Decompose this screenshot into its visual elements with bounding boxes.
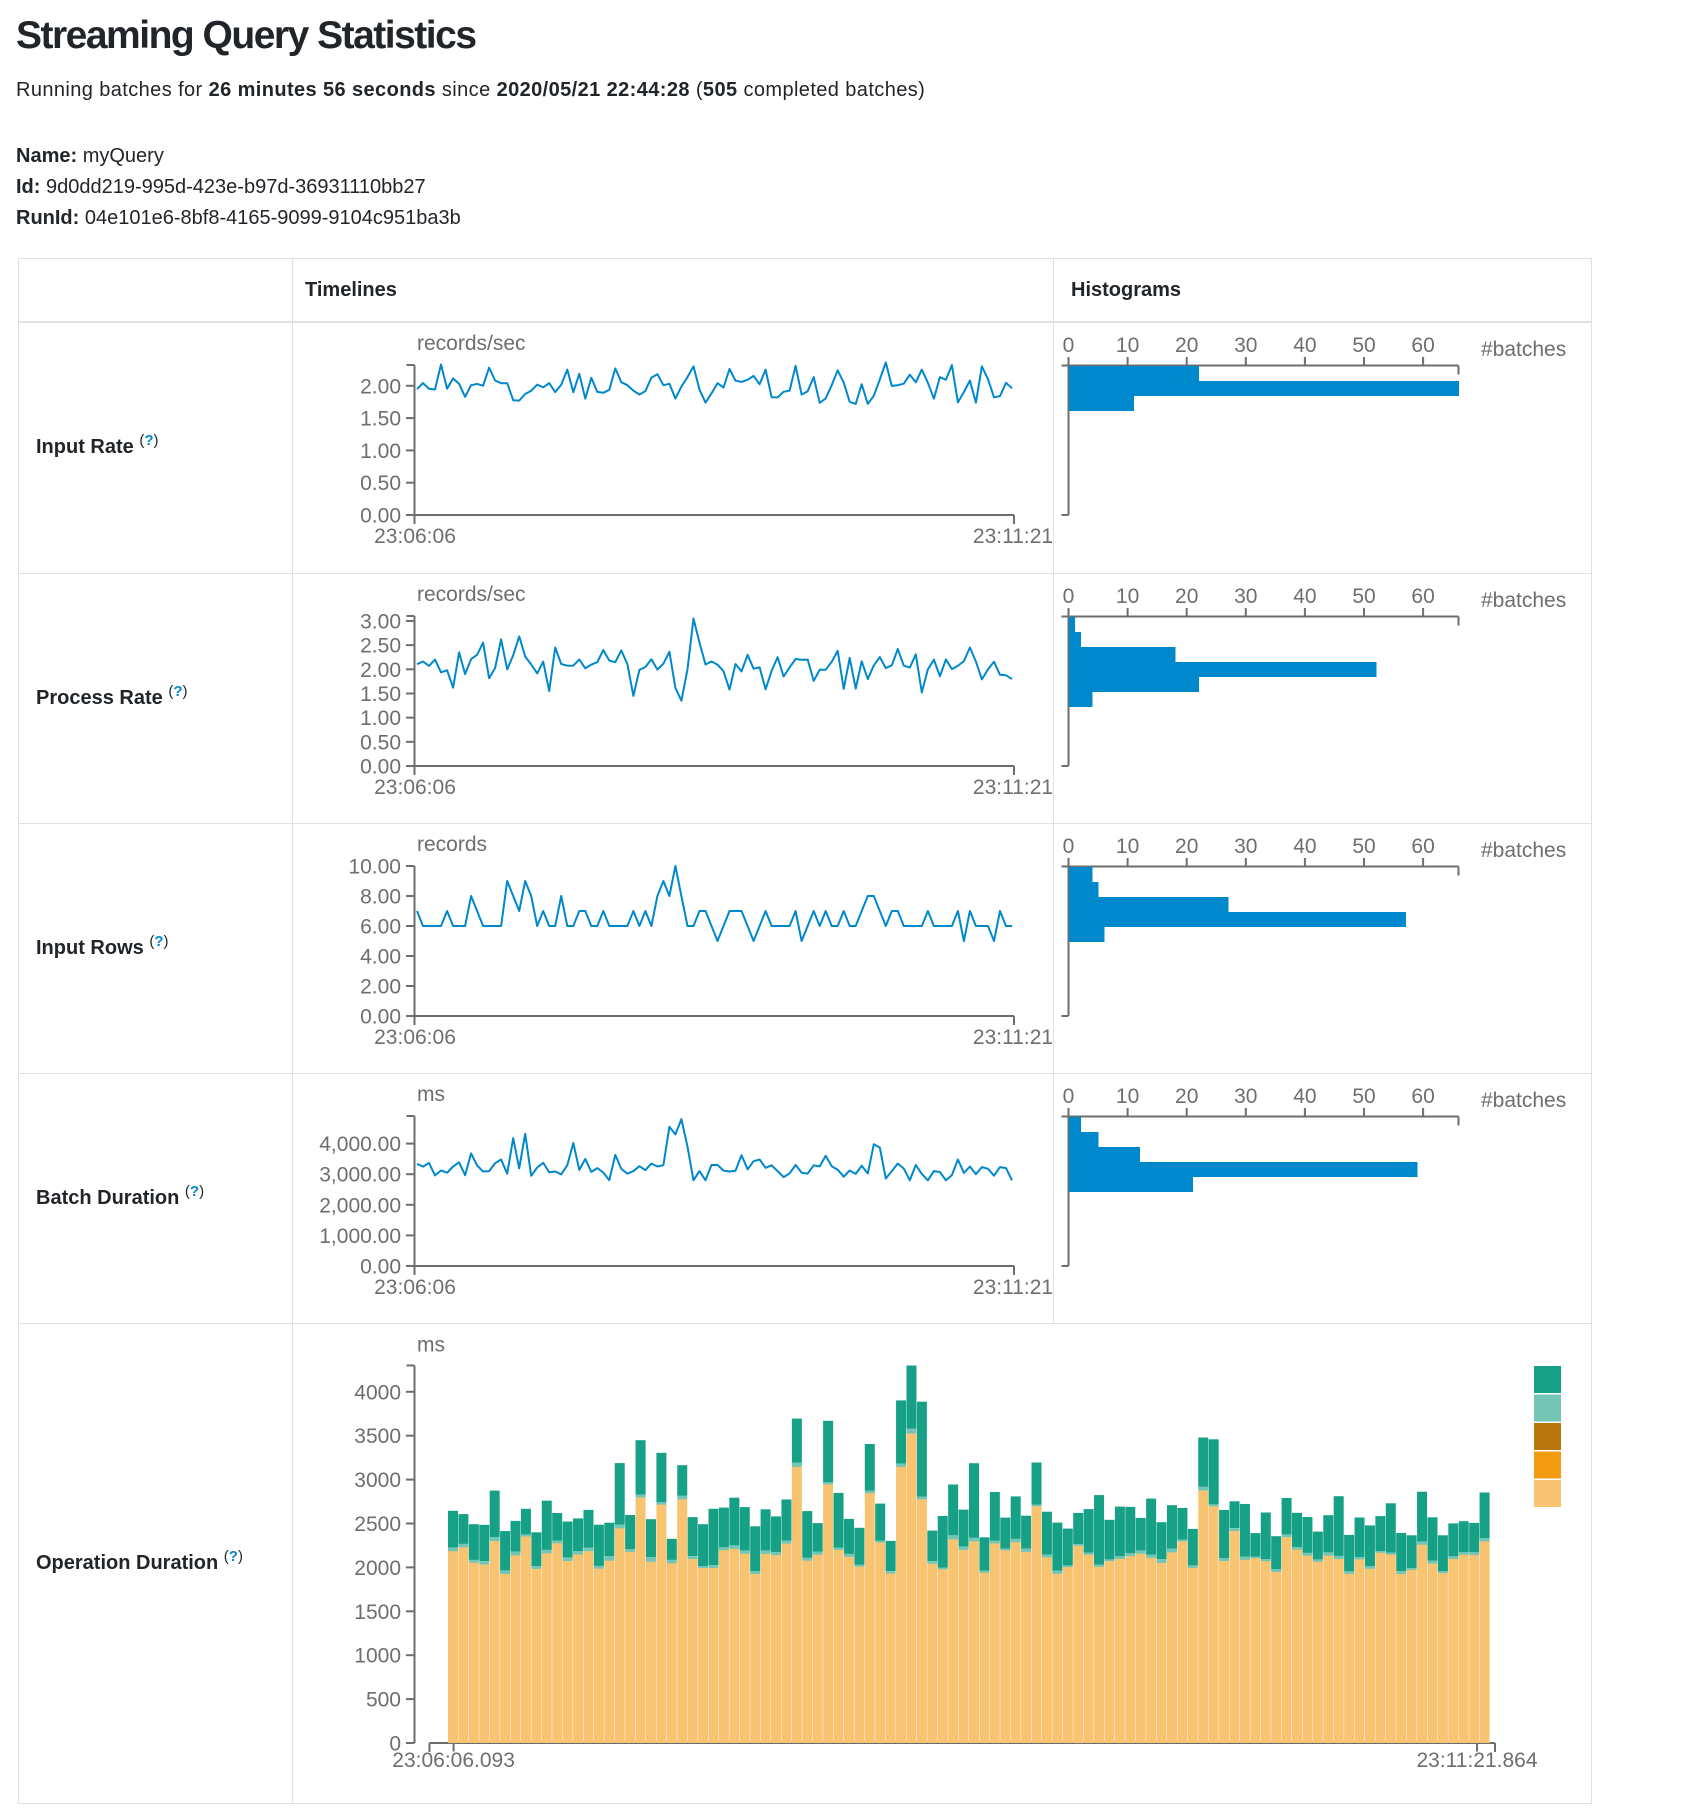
svg-text:#batches: #batches <box>1481 338 1566 361</box>
svg-text:1.50: 1.50 <box>360 408 401 431</box>
svg-text:60: 60 <box>1411 1085 1434 1108</box>
svg-text:60: 60 <box>1411 585 1434 608</box>
svg-text:2,000.00: 2,000.00 <box>319 1194 401 1217</box>
svg-text:30: 30 <box>1234 835 1257 858</box>
svg-text:50: 50 <box>1352 585 1375 608</box>
svg-text:23:11:21: 23:11:21 <box>973 525 1053 548</box>
svg-text:60: 60 <box>1411 334 1434 357</box>
svg-text:3.00: 3.00 <box>360 610 401 633</box>
svg-text:2.00: 2.00 <box>360 659 401 682</box>
svg-text:ms: ms <box>417 1333 445 1356</box>
svg-text:60: 60 <box>1411 835 1434 858</box>
svg-text:1000: 1000 <box>354 1645 401 1668</box>
svg-text:0: 0 <box>1063 835 1075 858</box>
svg-text:40: 40 <box>1293 585 1316 608</box>
svg-text:23:06:06: 23:06:06 <box>374 525 456 548</box>
svg-text:2.00: 2.00 <box>360 976 401 999</box>
svg-text:records/sec: records/sec <box>417 332 526 355</box>
svg-text:30: 30 <box>1234 334 1257 357</box>
svg-text:4,000.00: 4,000.00 <box>319 1133 401 1156</box>
svg-text:20: 20 <box>1175 585 1198 608</box>
svg-text:10: 10 <box>1116 1085 1139 1108</box>
svg-text:3500: 3500 <box>354 1425 401 1448</box>
svg-text:23:11:21: 23:11:21 <box>973 1026 1053 1049</box>
svg-text:23:11:21: 23:11:21 <box>973 1276 1053 1299</box>
svg-text:10.00: 10.00 <box>348 856 401 879</box>
svg-text:500: 500 <box>366 1689 401 1712</box>
svg-text:23:06:06.093: 23:06:06.093 <box>392 1749 515 1772</box>
svg-text:0: 0 <box>1063 585 1075 608</box>
svg-text:50: 50 <box>1352 1085 1375 1108</box>
svg-text:10: 10 <box>1116 585 1139 608</box>
svg-text:23:11:21: 23:11:21 <box>973 776 1053 799</box>
svg-text:1.00: 1.00 <box>360 707 401 730</box>
svg-text:8.00: 8.00 <box>360 886 401 909</box>
svg-text:#batches: #batches <box>1481 839 1566 862</box>
svg-text:3,000.00: 3,000.00 <box>319 1164 401 1187</box>
svg-text:4000: 4000 <box>354 1381 401 1404</box>
svg-text:1500: 1500 <box>354 1601 401 1624</box>
svg-text:50: 50 <box>1352 334 1375 357</box>
svg-text:4.00: 4.00 <box>360 946 401 969</box>
svg-text:40: 40 <box>1293 835 1316 858</box>
svg-text:2000: 2000 <box>354 1557 401 1580</box>
svg-text:20: 20 <box>1175 835 1198 858</box>
svg-text:50: 50 <box>1352 835 1375 858</box>
svg-text:0.00: 0.00 <box>360 1006 401 1029</box>
svg-text:0.50: 0.50 <box>360 472 401 495</box>
svg-text:#batches: #batches <box>1481 1089 1566 1112</box>
svg-text:6.00: 6.00 <box>360 916 401 939</box>
svg-text:0: 0 <box>389 1733 401 1756</box>
svg-text:10: 10 <box>1116 835 1139 858</box>
svg-text:10: 10 <box>1116 334 1139 357</box>
svg-text:0.00: 0.00 <box>360 756 401 779</box>
svg-text:0: 0 <box>1063 1085 1075 1108</box>
svg-text:20: 20 <box>1175 1085 1198 1108</box>
svg-text:23:06:06: 23:06:06 <box>374 1026 456 1049</box>
svg-text:30: 30 <box>1234 1085 1257 1108</box>
svg-text:23:11:21.864: 23:11:21.864 <box>1416 1749 1537 1772</box>
svg-text:2500: 2500 <box>354 1513 401 1536</box>
svg-text:30: 30 <box>1234 585 1257 608</box>
svg-text:2.50: 2.50 <box>360 635 401 658</box>
svg-text:20: 20 <box>1175 334 1198 357</box>
svg-text:40: 40 <box>1293 334 1316 357</box>
svg-text:1,000.00: 1,000.00 <box>319 1225 401 1248</box>
svg-text:40: 40 <box>1293 1085 1316 1108</box>
svg-text:0.00: 0.00 <box>360 505 401 528</box>
svg-text:ms: ms <box>417 1083 445 1106</box>
svg-text:1.50: 1.50 <box>360 683 401 706</box>
svg-text:0.50: 0.50 <box>360 731 401 754</box>
svg-text:2.00: 2.00 <box>360 375 401 398</box>
svg-text:#batches: #batches <box>1481 589 1566 612</box>
svg-text:1.00: 1.00 <box>360 440 401 463</box>
svg-text:23:06:06: 23:06:06 <box>374 776 456 799</box>
svg-text:3000: 3000 <box>354 1469 401 1492</box>
svg-text:records: records <box>417 833 487 856</box>
svg-text:0.00: 0.00 <box>360 1256 401 1279</box>
svg-text:0: 0 <box>1063 334 1075 357</box>
svg-text:records/sec: records/sec <box>417 583 526 606</box>
svg-text:23:06:06: 23:06:06 <box>374 1276 456 1299</box>
